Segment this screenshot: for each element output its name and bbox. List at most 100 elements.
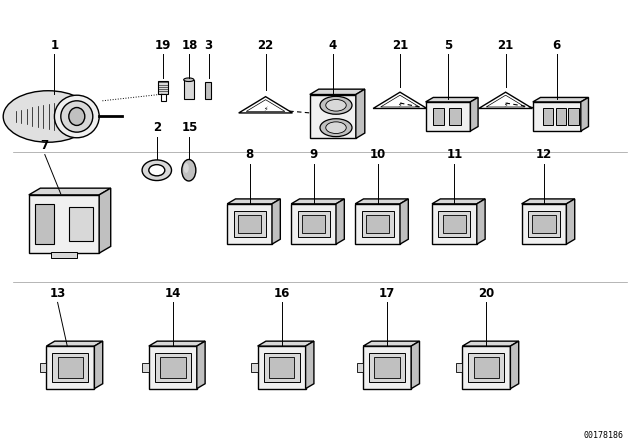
Bar [158,81,168,94]
Polygon shape [522,204,566,244]
Bar [357,363,364,372]
Polygon shape [470,98,478,131]
Polygon shape [581,98,589,131]
Bar [443,215,466,233]
Ellipse shape [320,96,352,114]
Bar [35,204,54,244]
Ellipse shape [61,101,93,132]
Polygon shape [336,199,344,244]
Bar [438,211,470,237]
Polygon shape [355,199,408,204]
Polygon shape [477,199,485,244]
Ellipse shape [149,165,165,176]
Bar [238,215,261,233]
Bar [264,353,300,382]
Ellipse shape [326,122,346,134]
Bar [433,108,444,125]
Bar [58,357,83,378]
Polygon shape [432,199,485,204]
Bar [556,108,566,125]
Polygon shape [246,100,285,112]
Text: 4: 4 [329,39,337,52]
Text: 3: 3 [205,39,212,52]
Bar [369,353,405,382]
Text: 9: 9 [310,148,317,161]
Bar [474,357,499,378]
Text: 7: 7 [41,139,49,152]
Polygon shape [522,199,575,204]
Text: 5: 5 [444,39,452,52]
Bar [51,252,77,258]
Polygon shape [99,188,111,253]
Polygon shape [355,204,400,244]
Text: 2: 2 [153,121,161,134]
Polygon shape [95,341,102,389]
Polygon shape [47,341,102,346]
Text: 19: 19 [155,39,172,52]
Bar [205,82,211,99]
Text: 6: 6 [553,39,561,52]
Text: 15: 15 [181,121,198,134]
Text: 20: 20 [478,287,495,300]
Polygon shape [29,188,111,195]
Bar [252,363,258,372]
Polygon shape [310,89,365,95]
Polygon shape [511,341,519,389]
Bar [374,357,400,378]
Bar [362,211,394,237]
Bar [184,80,194,99]
Polygon shape [463,341,519,346]
Polygon shape [258,346,306,389]
Polygon shape [47,346,95,389]
Text: 21: 21 [392,39,408,52]
Polygon shape [258,341,314,346]
Polygon shape [400,199,408,244]
Polygon shape [373,92,427,108]
Bar [468,353,504,382]
Polygon shape [532,98,589,102]
Text: 14: 14 [164,287,181,300]
Text: 17: 17 [379,287,396,300]
Bar [568,108,579,125]
Bar [160,357,186,378]
Polygon shape [432,204,477,244]
Polygon shape [197,341,205,389]
Text: 12: 12 [536,148,552,161]
Text: 18: 18 [181,39,198,52]
Text: 1: 1 [51,39,58,52]
Polygon shape [227,204,272,244]
Polygon shape [532,102,581,131]
Bar [449,108,461,125]
Ellipse shape [326,99,346,111]
Ellipse shape [320,119,352,137]
Polygon shape [479,92,532,108]
Bar [52,353,88,382]
Bar [366,215,389,233]
Text: 8: 8 [246,148,253,161]
Ellipse shape [184,163,189,173]
Polygon shape [239,97,292,113]
Text: 00178186: 00178186 [584,431,624,440]
Bar [143,363,149,372]
Text: 22: 22 [257,39,274,52]
Ellipse shape [69,108,84,125]
Polygon shape [463,346,511,389]
Bar [528,211,560,237]
Ellipse shape [182,159,196,181]
Bar [269,357,294,378]
Text: ⚡: ⚡ [504,103,508,108]
Ellipse shape [142,160,172,181]
Bar [69,207,93,241]
Text: 11: 11 [446,148,463,161]
Ellipse shape [3,91,93,142]
Polygon shape [566,199,575,244]
Polygon shape [364,346,412,389]
Ellipse shape [184,78,194,82]
Polygon shape [149,346,197,389]
Polygon shape [381,95,419,107]
Polygon shape [29,195,99,253]
Bar [456,363,462,372]
Bar [161,94,166,101]
Bar [40,363,47,372]
Bar [234,211,266,237]
